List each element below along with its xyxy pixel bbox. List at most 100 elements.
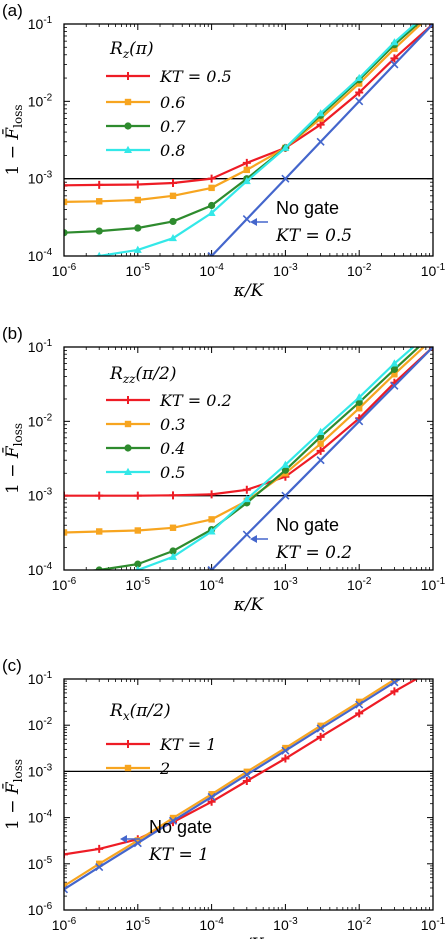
legend-label: KT = 1 <box>159 735 216 754</box>
legend-label: 0.7 <box>160 117 186 136</box>
no-gate-annotation: No gate KT = 0.5 <box>250 198 352 246</box>
series-3-point <box>281 746 290 755</box>
x-tick-label: 10-6 <box>52 262 77 279</box>
legend-label: 2 <box>159 759 170 778</box>
series-2-point <box>317 722 324 730</box>
series-2-point <box>96 528 103 535</box>
legend-label: 0.5 <box>160 463 185 482</box>
legend-marker <box>124 444 132 452</box>
series-1-point <box>133 491 142 500</box>
series-1-point <box>207 797 216 806</box>
series-1-line <box>64 679 419 856</box>
y-tick-label: 10-6 <box>28 901 53 918</box>
series-2-point <box>169 192 177 200</box>
legend-marker <box>124 396 132 404</box>
series-2-point <box>391 679 398 683</box>
y-tick-label: 10-3 <box>28 487 53 504</box>
series-4-point <box>390 38 399 46</box>
series-1-point <box>242 776 251 785</box>
series-2-point <box>356 698 363 706</box>
legend-title: Rz(π) <box>109 39 154 61</box>
series-2-point <box>134 196 141 204</box>
series-4-point <box>169 233 178 242</box>
x-tick-label: 10-2 <box>347 916 372 933</box>
series-1-point <box>281 754 290 763</box>
x-tick-label: 10-3 <box>273 916 298 933</box>
series-1-point <box>64 850 68 859</box>
series-5-point <box>428 347 433 352</box>
series-1-point <box>207 490 216 499</box>
y-tick-label: 10-4 <box>28 809 53 826</box>
series-3-point <box>390 365 399 373</box>
panel-label: (a) <box>2 1 23 20</box>
series-5-point <box>316 137 325 146</box>
series-1-point <box>95 180 104 189</box>
series-4-point <box>95 575 103 582</box>
series-4-point <box>355 393 364 401</box>
x-tick-label: 10-5 <box>126 916 151 933</box>
legend-title: Rx(π/2) <box>109 701 171 723</box>
y-tick-label: 10-3 <box>28 762 53 779</box>
legend: Rx(π/2) KT = 1 2 <box>106 701 216 778</box>
panel-label: (c) <box>2 656 22 675</box>
series-3-point <box>95 566 103 570</box>
x-tick-label: 10-2 <box>347 576 372 593</box>
series-5-point <box>355 417 364 426</box>
annotation-math: KT = 1 <box>148 845 209 865</box>
arrow-head-icon <box>250 218 257 226</box>
series-4-point <box>355 73 364 82</box>
annotation-text: No gate <box>276 515 339 535</box>
series-1-point <box>169 491 178 500</box>
series-1-point <box>316 120 325 129</box>
series-3-point <box>316 724 325 733</box>
series-2-point <box>96 198 103 205</box>
series-4-point <box>316 109 325 117</box>
series-2-point <box>96 860 103 867</box>
series-4-point <box>390 359 399 367</box>
series-1-point <box>95 491 104 500</box>
legend-marker <box>124 764 132 772</box>
series-3-point <box>355 700 364 709</box>
series-1-point <box>242 158 251 167</box>
series-2-point <box>134 837 141 844</box>
legend-label: KT = 0.2 <box>159 391 232 410</box>
y-axis-label: 1 − F̄loss <box>1 423 25 494</box>
series-4-point <box>281 460 290 468</box>
series-1-point <box>207 174 216 183</box>
y-tick-label: 10-1 <box>28 670 53 687</box>
series-5-point <box>355 97 364 106</box>
series-1-point <box>355 88 364 97</box>
y-axis-label: 1 − F̄loss <box>1 104 25 175</box>
y-tick-label: 10-4 <box>28 247 53 264</box>
x-tick-label: 10-6 <box>52 576 77 593</box>
series-1-point <box>316 732 325 741</box>
series-3-point <box>429 7 436 14</box>
series-3-point <box>64 229 68 237</box>
series-3-point <box>208 201 216 210</box>
series-2-point <box>243 768 251 776</box>
x-tick-label: 10-6 <box>52 916 77 933</box>
legend-marker <box>124 467 132 475</box>
y-tick-label: 10-2 <box>28 716 53 733</box>
series-4-point <box>96 251 102 256</box>
x-tick-label: 10-4 <box>199 262 224 279</box>
x-tick-label: 10-2 <box>347 262 372 279</box>
series-3-point <box>390 679 399 687</box>
series-2-point <box>391 371 398 378</box>
arrow-head-icon <box>250 535 257 543</box>
series-3-point <box>430 655 437 662</box>
x-axis-label: κ/K <box>233 595 265 615</box>
series-3-point <box>134 224 142 232</box>
series-2-point <box>208 516 215 523</box>
no-gate-annotation: No gate KT = 0.2 <box>250 515 352 563</box>
legend: Rz(π) KT = 0.5 0.6 0.7 0.8 <box>106 39 232 160</box>
series-1-point <box>133 180 142 189</box>
legend-title: Rzz(π/2) <box>109 364 176 386</box>
series-5-point <box>242 215 251 224</box>
x-tick-label: 10-5 <box>126 576 151 593</box>
series-2-point <box>208 184 215 192</box>
series-3-point <box>134 560 142 568</box>
x-tick-label: 10-1 <box>421 262 446 279</box>
legend-marker <box>124 420 132 428</box>
y-tick-label: 10-1 <box>28 338 53 355</box>
